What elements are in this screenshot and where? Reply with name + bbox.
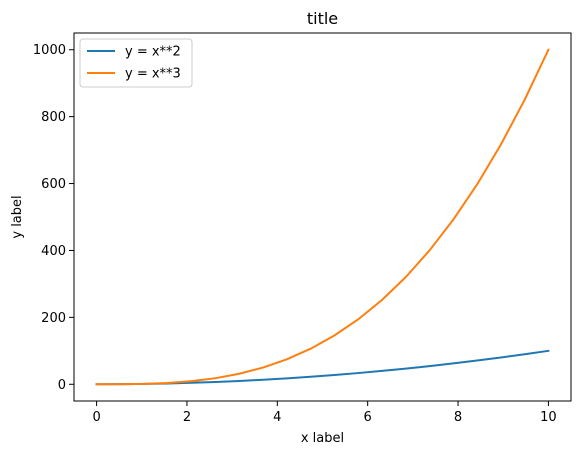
x-tick-label: 4 <box>273 410 281 425</box>
legend: y = x**2 y = x**3 <box>79 38 193 88</box>
legend-label-0: y = x**2 <box>125 45 181 60</box>
y-axis-title: y label <box>10 195 25 238</box>
x-tick-label: 0 <box>92 410 100 425</box>
y-tick-label: 400 <box>41 244 66 259</box>
plot-frame <box>73 32 572 402</box>
legend-label-1: y = x**3 <box>125 67 181 82</box>
y-tick-label: 600 <box>41 177 66 192</box>
series-line-1 <box>95 48 550 386</box>
x-tick-label: 6 <box>364 410 372 425</box>
y-tick-label: 800 <box>41 110 66 125</box>
x-tick-label: 8 <box>454 410 462 425</box>
y-tick-label: 0 <box>58 378 66 393</box>
series-layer <box>95 48 550 386</box>
x-axis-ticks: 0 2 4 6 8 10 <box>92 401 557 425</box>
y-tick-label: 200 <box>41 311 66 326</box>
y-tick-label: 1000 <box>33 43 66 58</box>
y-axis-ticks: 0 200 400 600 800 1000 <box>33 43 74 393</box>
x-tick-label: 10 <box>540 410 557 425</box>
chart-title: title <box>307 9 338 28</box>
x-axis-title: x label <box>301 431 344 446</box>
x-tick-label: 2 <box>183 410 191 425</box>
